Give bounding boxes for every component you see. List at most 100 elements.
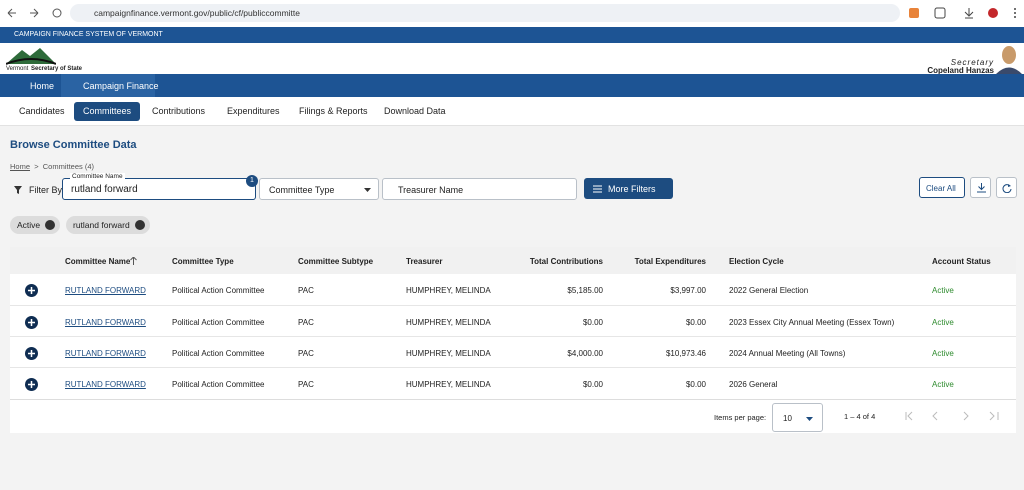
site-header: Vermont Secretary of State Secretary Cop… xyxy=(0,43,1024,75)
items-per-page-label: Items per page: xyxy=(714,413,767,422)
address-bar[interactable]: campaignfinance.vermont.gov/public/cf/pu… xyxy=(70,4,900,22)
download-button[interactable] xyxy=(970,177,991,198)
column-header[interactable]: Committee Subtype xyxy=(298,257,374,266)
filter-count-badge: 1 xyxy=(246,175,258,187)
breadcrumb-separator: > xyxy=(34,162,39,171)
refresh-icon xyxy=(1002,184,1012,193)
table-cell: Active xyxy=(932,380,954,389)
committee-link[interactable]: RUTLAND FORWARD xyxy=(65,286,146,295)
column-header[interactable]: Committee Name xyxy=(65,257,131,266)
table-row: RUTLAND FORWARD Political Action Committe… xyxy=(10,274,1016,305)
table-cell: $3,997.00 xyxy=(670,286,706,295)
logo-state: Vermont xyxy=(6,66,29,72)
url: campaignfinance.vermont.gov/public/cf/pu… xyxy=(94,8,300,18)
expand-row-button[interactable] xyxy=(25,284,38,297)
column-header[interactable]: Account Status xyxy=(932,257,991,266)
sliders-icon xyxy=(593,185,602,193)
table-row: RUTLAND FORWARD Political Action Committe… xyxy=(10,305,1016,336)
column-header[interactable]: Total Expenditures xyxy=(634,257,706,266)
table-cell: $0.00 xyxy=(582,318,603,327)
filter-chip-label: Active xyxy=(17,220,41,230)
breadcrumb-current: Committees (4) xyxy=(42,162,95,171)
table-cell: Active xyxy=(932,318,954,327)
column-header[interactable]: Committee Type xyxy=(172,257,234,266)
table-cell: Active xyxy=(932,286,954,295)
filter-by: Filter By xyxy=(10,178,63,200)
tab-bar: Candidates Committees Contributions Expendi… xyxy=(0,97,1024,126)
dropdown-arrow xyxy=(364,188,371,192)
nav-tab[interactable]: Filings & Reports xyxy=(299,106,368,116)
browser-nav-icons xyxy=(7,8,62,18)
secretary-name: Copeland Hanzas xyxy=(927,66,994,75)
nav-tab[interactable]: Contributions xyxy=(152,106,206,116)
filter-chip[interactable]: rutland forward xyxy=(66,216,150,234)
dropdown-arrow xyxy=(806,417,813,421)
table-cell: HUMPHREY, MELINDA xyxy=(406,286,491,295)
nav-tab[interactable]: Candidates xyxy=(19,106,65,116)
secretary-title: Secretary xyxy=(950,58,994,67)
nav-campaign-finance[interactable]: Campaign Finance xyxy=(61,74,159,97)
browser-bar: campaignfinance.vermont.gov/public/cf/pu… xyxy=(0,0,1024,27)
table-cell: Political Action Committee xyxy=(172,380,265,389)
column-header[interactable]: Total Contributions xyxy=(529,257,603,266)
nav-tab[interactable]: Download Data xyxy=(384,106,446,116)
table-cell: PAC xyxy=(298,349,314,358)
committee-name-value: rutland forward xyxy=(71,184,138,195)
table-cell: 2026 General xyxy=(729,380,778,389)
chip-remove-icon[interactable] xyxy=(134,220,145,230)
logo-mountain xyxy=(6,48,56,65)
table-cell: Political Action Committee xyxy=(172,286,265,295)
chip-remove-icon[interactable] xyxy=(45,220,56,230)
breadcrumb: Home > Committees (4) xyxy=(10,162,94,171)
table-cell: PAC xyxy=(298,318,314,327)
page-title: Browse Committee Data xyxy=(10,139,137,151)
more-filters-button[interactable]: More Filters xyxy=(584,178,673,199)
refresh-button[interactable] xyxy=(996,177,1017,198)
nav-home-label: Home xyxy=(30,81,55,91)
committee-type-select[interactable]: Committee Type xyxy=(259,178,379,200)
table-row: RUTLAND FORWARD Political Action Committe… xyxy=(10,367,1016,398)
expand-row-button[interactable] xyxy=(25,316,38,329)
table-footer-border xyxy=(10,399,1016,400)
committee-type-label: Committee Type xyxy=(269,185,335,195)
table-cell: PAC xyxy=(298,380,314,389)
download-icon xyxy=(977,183,986,193)
page-range: 1 – 4 of 4 xyxy=(844,412,876,421)
table-cell: $5,185.00 xyxy=(567,286,603,295)
pagination-buttons[interactable] xyxy=(903,411,1005,421)
expand-row-button[interactable] xyxy=(25,347,38,360)
table-cell: PAC xyxy=(298,286,314,295)
committee-link[interactable]: RUTLAND FORWARD xyxy=(65,318,146,327)
clear-all-button[interactable]: Clear All xyxy=(919,177,965,198)
nav-home[interactable]: Home xyxy=(10,74,62,97)
table-cell: HUMPHREY, MELINDA xyxy=(406,349,491,358)
filter-chip-label: rutland forward xyxy=(73,220,130,230)
expand-row-button[interactable] xyxy=(25,378,38,391)
nav-tab[interactable]: Expenditures xyxy=(227,106,280,116)
table-cell: 2024 Annual Meeting (All Towns) xyxy=(729,349,846,358)
column-header[interactable]: Treasurer xyxy=(406,257,443,266)
committee-link[interactable]: RUTLAND FORWARD xyxy=(65,380,146,389)
secretary-portrait xyxy=(996,46,1022,74)
table-row: RUTLAND FORWARD Political Action Committe… xyxy=(10,336,1016,367)
filter-chip[interactable]: Active xyxy=(10,216,61,234)
results-table: Items per page: 10 1 – 4 of 4 Committee … xyxy=(10,247,1016,433)
site-banner: CAMPAIGN FINANCE SYSTEM OF VERMONT xyxy=(0,27,1024,43)
nav-tab[interactable]: Committees xyxy=(74,102,141,121)
committee-name-input[interactable]: Committee Name rutland forward 1 xyxy=(62,173,258,200)
column-header[interactable]: Election Cycle xyxy=(729,257,784,266)
clear-all-label: Clear All xyxy=(926,184,956,193)
treasurer-name-label: Treasurer Name xyxy=(398,185,464,195)
primary-nav: Home Campaign Finance xyxy=(0,74,1024,97)
filter-icon xyxy=(14,186,22,194)
table-cell: $4,000.00 xyxy=(567,349,603,358)
breadcrumb-home[interactable]: Home xyxy=(10,162,31,171)
items-per-page-select[interactable]: 10 xyxy=(772,403,823,432)
sort-arrow[interactable] xyxy=(130,257,137,265)
committee-link[interactable]: RUTLAND FORWARD xyxy=(65,349,146,358)
nav-campaign-finance-label: Campaign Finance xyxy=(83,81,159,91)
treasurer-name-input[interactable]: Treasurer Name xyxy=(382,178,577,200)
filter-by-label: Filter By xyxy=(29,185,63,195)
